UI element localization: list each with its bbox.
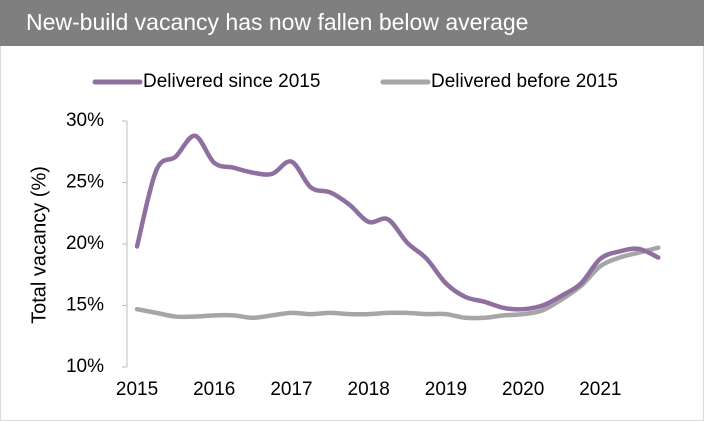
y-tick-label: 30%: [66, 110, 104, 131]
x-tick-label: 2019: [425, 379, 467, 400]
series-line: [134, 133, 661, 312]
y-tick-label: 20%: [66, 233, 104, 254]
legend-label: Delivered before 2015: [431, 71, 618, 92]
y-axis-label: Total vacancy (%): [28, 166, 50, 324]
legend-label: Delivered since 2015: [143, 71, 320, 92]
y-tick-label: 10%: [66, 356, 104, 377]
y-tick-label: 25%: [66, 172, 104, 193]
x-tick-label: 2018: [348, 379, 390, 400]
y-tick-label: 15%: [66, 295, 104, 316]
x-tick-label: 2020: [502, 379, 544, 400]
chart-title: New-build vacancy has now fallen below a…: [26, 9, 528, 35]
series-line: [134, 245, 661, 321]
x-tick-label: 2015: [116, 379, 158, 400]
x-tick-label: 2016: [193, 379, 235, 400]
x-tick-label: 2017: [270, 379, 312, 400]
x-tick-label: 2021: [579, 379, 621, 400]
title-bar: [0, 0, 704, 46]
